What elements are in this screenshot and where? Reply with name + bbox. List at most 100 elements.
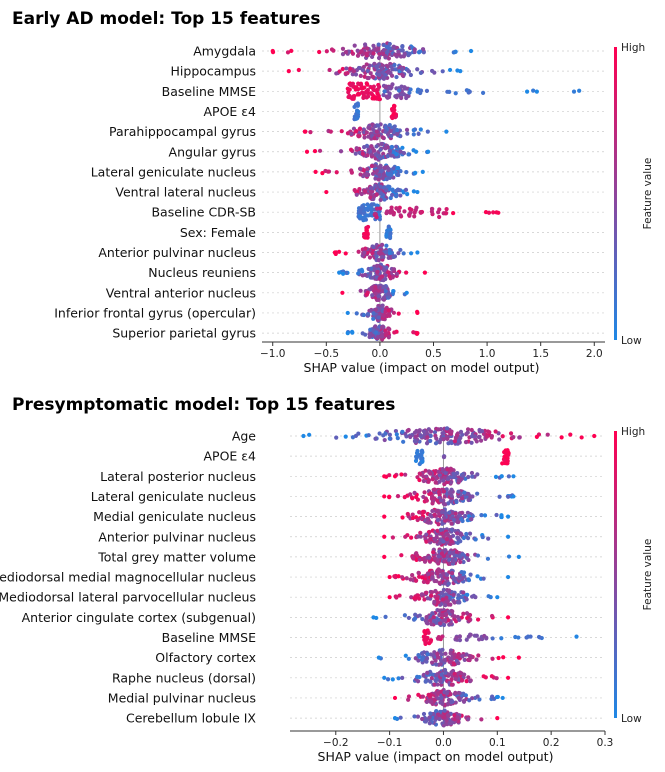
shap-point: [464, 637, 469, 642]
shap-point: [369, 205, 374, 210]
shap-point: [386, 291, 391, 296]
shap-point: [418, 70, 423, 75]
shap-point: [454, 549, 459, 554]
shap-point: [442, 708, 447, 713]
shap-point: [420, 575, 425, 580]
shap-point: [494, 512, 499, 518]
shap-point: [476, 617, 481, 622]
shap-point: [398, 247, 403, 253]
shap-point: [348, 83, 353, 88]
shap-point: [438, 679, 443, 684]
shap-point: [369, 275, 375, 280]
shap-point: [377, 431, 382, 436]
shap-point: [390, 677, 395, 682]
shap-point: [376, 42, 381, 47]
shap-point: [373, 176, 378, 181]
shap-point: [422, 490, 427, 495]
shap-point: [387, 436, 392, 441]
shap-point: [377, 172, 382, 178]
feature-label: APOE ε4: [203, 104, 256, 119]
shap-point: [356, 431, 361, 436]
shap-point: [407, 206, 412, 211]
shap-point: [464, 597, 469, 602]
shap-point: [354, 103, 359, 108]
feature-label: Sex: Female: [180, 225, 256, 240]
shap-point: [454, 499, 459, 505]
shap-point: [347, 93, 352, 98]
feature-label: Raphe nucleus (dorsal): [112, 670, 256, 685]
shap-point: [395, 132, 400, 137]
shap-point: [362, 145, 367, 150]
shap-point: [365, 153, 370, 158]
shap-point: [402, 209, 407, 214]
shap-point: [413, 434, 418, 439]
shap-point: [382, 554, 387, 560]
shap-point: [480, 90, 486, 95]
shap-point: [475, 574, 480, 579]
shap-point: [486, 594, 491, 599]
shap-point: [447, 89, 452, 94]
panel-title-presymptomatic: Presymptomatic model: Top 15 features: [12, 395, 396, 415]
shap-point: [358, 172, 363, 177]
shap-point: [387, 274, 392, 279]
shap-point: [373, 291, 378, 296]
shap-point: [480, 534, 485, 540]
shap-point: [392, 716, 398, 721]
feature-label: Anterior pulvinar nucleus: [98, 529, 256, 544]
feature-points: [382, 667, 511, 687]
shap-point: [417, 471, 422, 476]
shap-point: [388, 231, 393, 236]
shap-point: [415, 250, 420, 255]
colorbar: [614, 431, 617, 718]
shap-point: [376, 96, 382, 102]
shap-point: [464, 652, 469, 657]
shap-point: [482, 513, 488, 518]
shap-point: [449, 570, 455, 576]
feature-points: [371, 607, 511, 628]
feature-points: [345, 81, 582, 102]
shap-point: [442, 618, 447, 623]
shap-point: [511, 434, 516, 440]
shap-point: [406, 69, 412, 74]
shap-point: [354, 116, 359, 121]
shap-point: [579, 435, 584, 440]
shap-point: [469, 427, 474, 433]
colorbar-low-label: Low: [621, 713, 642, 725]
shap-point: [362, 135, 367, 140]
shap-point: [404, 576, 409, 581]
shap-point: [491, 210, 496, 215]
shap-point: [384, 243, 389, 248]
shap-point: [386, 224, 391, 229]
shap-point: [459, 569, 464, 575]
shap-point: [343, 434, 348, 439]
shap-point: [430, 508, 435, 514]
shap-point: [489, 435, 494, 440]
feature-label: Medial pulvinar nucleus: [108, 690, 256, 705]
shap-point: [442, 667, 448, 673]
feature-points: [352, 101, 399, 122]
feature-label: Lateral posterior nucleus: [100, 469, 256, 484]
shap-point: [334, 435, 339, 440]
shap-point: [467, 698, 472, 703]
shap-point: [396, 251, 401, 256]
shap-point: [445, 532, 450, 538]
shap-point: [389, 133, 394, 138]
shap-point: [378, 197, 383, 203]
shap-point: [390, 108, 395, 113]
shap-point: [449, 700, 454, 705]
shap-point: [427, 715, 432, 720]
shap-point: [424, 498, 429, 503]
shap-point: [375, 269, 380, 274]
shap-point: [423, 679, 428, 684]
shap-point: [388, 173, 394, 178]
shap-point: [405, 192, 410, 197]
feature-points: [392, 687, 505, 708]
shap-point: [379, 66, 384, 71]
shap-point: [400, 73, 405, 78]
shap-point: [384, 188, 389, 193]
shap-point: [345, 131, 351, 136]
shap-point: [444, 536, 450, 542]
shap-point: [452, 49, 458, 55]
shap-point: [405, 131, 410, 136]
shap-point: [366, 433, 371, 438]
